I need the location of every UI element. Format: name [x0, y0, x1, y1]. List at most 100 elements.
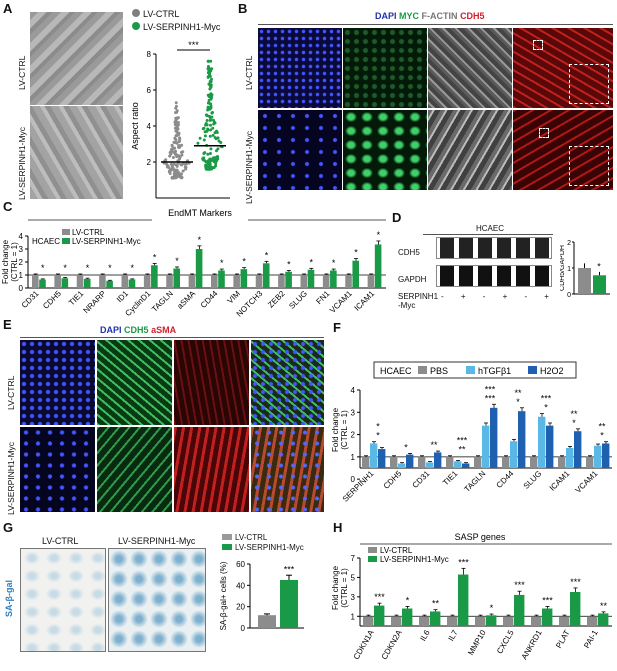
category-label: CXCL5	[495, 628, 516, 655]
bar	[546, 425, 554, 468]
header-line-b	[258, 24, 613, 25]
bar	[54, 275, 61, 288]
sig-label: ***	[374, 592, 385, 602]
scatter-point	[202, 151, 206, 155]
if-cdh5-myc	[513, 110, 613, 190]
scatter-point	[174, 121, 178, 125]
bar	[458, 574, 469, 626]
bar	[490, 407, 498, 468]
scatter-point	[215, 130, 219, 134]
bar	[76, 275, 84, 288]
side-label-g: SA-β-gal	[4, 580, 14, 617]
if-dapi-myc	[258, 110, 342, 190]
roi-box	[533, 40, 543, 50]
y-tick-label: 1	[567, 266, 571, 273]
legend-swatch	[368, 556, 377, 562]
scatter-point	[205, 167, 209, 171]
blot-signs: - + - + - +	[441, 292, 557, 301]
scatter-point	[216, 136, 220, 140]
scatter-point	[172, 173, 176, 177]
scatter-point	[201, 127, 205, 131]
scatter-point	[209, 104, 213, 108]
legend-a: LV-CTRL LV-SERPINH1-Myc	[132, 8, 220, 34]
scatter-point	[207, 82, 211, 86]
scatter-point	[209, 59, 213, 63]
category-label: TAGLN	[150, 289, 175, 314]
bar	[195, 249, 203, 288]
blot-row-gapdh-label: GAPDH	[398, 275, 427, 284]
scatter-point	[207, 114, 211, 118]
sig-label: ***	[570, 409, 578, 428]
legend-label: LV-CTRL	[380, 546, 413, 555]
y-tick-label: 1	[19, 271, 24, 280]
scatter-point	[208, 87, 212, 91]
if-dapi-ctrl	[258, 28, 342, 108]
y-tick-label: 1	[351, 453, 356, 462]
scatter-point	[168, 172, 172, 176]
y-tick-label: 3	[351, 408, 356, 417]
panel-label-h: H	[333, 520, 343, 535]
bar	[398, 463, 406, 468]
bar	[367, 275, 375, 288]
bar	[285, 271, 292, 288]
category-label: ZEB2	[266, 289, 287, 310]
bar	[542, 608, 553, 626]
if-e-asma-myc	[174, 427, 249, 512]
inset-box	[569, 64, 609, 104]
scatter-point	[174, 126, 178, 130]
legend-swatch	[466, 366, 475, 374]
channel-cdh5: CDH5	[124, 325, 149, 335]
y-axis-label: Fold change(CTRL = 1)	[1, 239, 19, 284]
brightfield-myc-image	[30, 106, 123, 199]
scatter-point	[202, 138, 206, 142]
scatter-point	[206, 101, 210, 105]
scatter-point	[207, 98, 211, 102]
category-label: VCAM1	[328, 289, 354, 315]
category-label: ANKRD1	[520, 628, 544, 661]
bar	[558, 456, 566, 468]
scatter-point	[209, 102, 213, 106]
bar	[166, 275, 173, 288]
scatter-point	[183, 165, 187, 169]
category-label: ID1	[115, 289, 131, 305]
category-label: TIE1	[441, 469, 460, 488]
row-label-e-myc: LV-SERPINH1-Myc	[6, 441, 16, 515]
chart-c: 01234*CD31*CDH5*TIE1*NRARP*ID1*CyclinD1*…	[1, 208, 386, 319]
sig-label: *	[490, 603, 494, 613]
scatter-point	[203, 134, 207, 138]
y-tick-label: 2	[147, 158, 152, 167]
bar	[578, 268, 591, 294]
bar	[418, 456, 426, 468]
category-label: SERPINH1	[341, 469, 376, 504]
if-factin-myc	[428, 110, 512, 190]
legend-ctrl-label: LV-CTRL	[143, 9, 180, 19]
row-label-a-ctrl: LV-CTRL	[17, 55, 27, 90]
scatter-point	[212, 159, 216, 163]
bar	[482, 425, 490, 468]
sig-label: *	[310, 257, 314, 267]
if-e-cdh5-myc	[97, 427, 172, 512]
if-factin-ctrl	[428, 28, 512, 108]
bar	[559, 616, 570, 626]
bar	[233, 275, 240, 288]
y-tick-label: 3	[351, 593, 356, 602]
sig-label: *	[175, 256, 179, 266]
sig-label: *	[597, 261, 601, 271]
scatter-point	[174, 149, 178, 153]
scatter-point	[178, 157, 182, 161]
bar	[143, 275, 151, 288]
legend-label: LV-SERPINH1-Myc	[72, 237, 141, 246]
scatter-point	[204, 160, 208, 164]
sig-label: *	[377, 230, 381, 240]
bar	[474, 456, 482, 468]
bar	[151, 265, 158, 288]
scatter-point	[174, 106, 178, 110]
y-axis-label: CDH5/GAPDH	[560, 245, 566, 291]
y-tick-label: 0	[241, 624, 246, 633]
if-e-merge-ctrl	[251, 340, 324, 425]
sig-label: *	[131, 263, 135, 273]
y-axis-label: SA-β-gal+ cells (%)	[219, 561, 228, 630]
scatter-point	[196, 141, 200, 145]
bar	[345, 275, 352, 288]
